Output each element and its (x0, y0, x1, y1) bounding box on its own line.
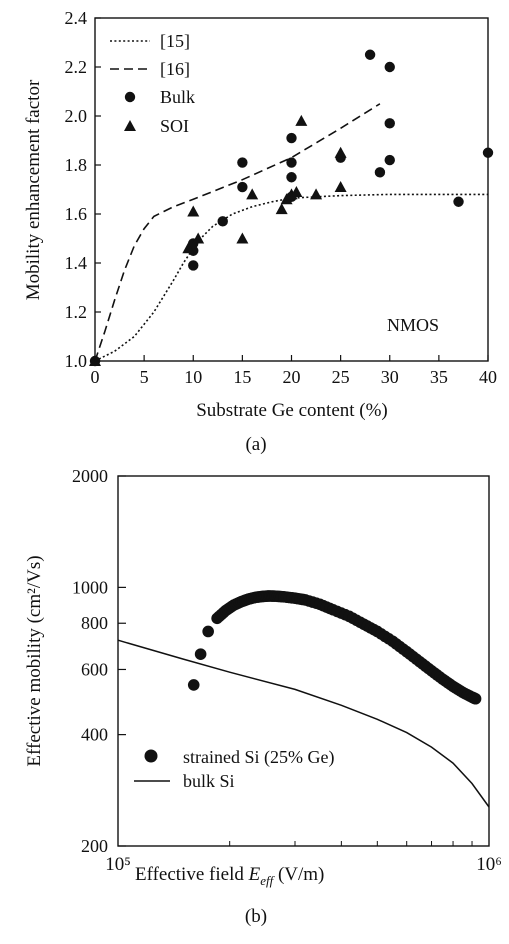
bulk-point (286, 157, 297, 168)
curve-ref15 (94, 193, 488, 362)
panel-b-plot-frame (117, 475, 490, 847)
panel-b-mobility-chart: 200 400 600 800 1000 2000 10⁵ 10⁶ strained Si (… (24, 466, 502, 927)
x-label-main: Effective field (135, 864, 249, 885)
strained-si-point (187, 679, 200, 691)
soi-point (295, 114, 308, 126)
y-tick-label: 1.6 (65, 204, 88, 224)
y-tick-label: 600 (81, 659, 108, 679)
soi-point (187, 205, 200, 217)
x-label-subscript: eff (260, 873, 275, 888)
soi-point (334, 146, 347, 158)
bulk-point (188, 260, 199, 271)
legend-label-ref15: [15] (160, 31, 190, 51)
soi-point (246, 188, 259, 200)
panel-b-caption: (b) (245, 906, 267, 927)
y-tick-label: 1.8 (65, 155, 88, 175)
legend-marker-soi (124, 120, 136, 131)
bulk-point (217, 216, 228, 227)
strained-si-point (202, 625, 214, 638)
bulk-point (453, 196, 464, 207)
strained-si-point (469, 692, 482, 705)
soi-point (290, 185, 303, 197)
bulk-point (286, 172, 297, 183)
x-tick-label: 20 (283, 367, 301, 387)
curve-ref16 (94, 103, 381, 362)
y-tick-label: 200 (81, 836, 108, 856)
y-tick-label: 1000 (72, 577, 108, 597)
panel-a-plot-frame (94, 17, 489, 362)
x-tick-label: 35 (430, 367, 448, 387)
strained-si-point (194, 648, 207, 660)
x-tick-label: 0 (91, 367, 100, 387)
soi-point (310, 188, 323, 200)
soi-point (334, 181, 347, 193)
x-tick-label: 10 (184, 367, 202, 387)
bulk-point (286, 132, 297, 144)
y-tick-label: 2.2 (65, 57, 88, 77)
bulk-point (237, 181, 248, 193)
bulk-point (374, 167, 386, 178)
y-tick-label: 2000 (72, 466, 108, 486)
x-tick-label: 15 (233, 367, 251, 387)
y-tick-label: 2.4 (65, 8, 88, 28)
y-tick-label: 400 (81, 725, 108, 745)
y-tick-label: 2.0 (65, 106, 88, 126)
legend-label-bulk-si: bulk Si (183, 771, 235, 791)
panel-a-enhancement-chart: 0 5 10 15 20 25 30 35 40 1.0 1.2 1.4 1.6 1.8 2.0 2.2 2.4… (23, 8, 497, 455)
legend-label-strained-si: strained Si (25% Ge) (183, 747, 334, 768)
panel-a-y-axis-label: Mobility enhancement factor (23, 79, 44, 300)
x-tick-label: 10⁶ (476, 854, 502, 875)
soi-point (236, 232, 249, 244)
y-tick-label: 800 (81, 613, 108, 633)
x-tick-label: 30 (381, 367, 399, 387)
soi-point (192, 232, 205, 244)
panel-b-y-axis-label: Effective mobility (cm²/Vs) (24, 555, 45, 766)
legend-label-bulk: Bulk (160, 87, 195, 107)
y-tick-label: 1.0 (65, 351, 88, 371)
x-label-variable: E (248, 864, 261, 885)
bulk-point (364, 49, 376, 60)
soi-point (275, 203, 288, 215)
legend-marker-bulk (124, 91, 136, 103)
bulk-point (384, 154, 395, 166)
bulk-point (384, 118, 395, 129)
panel-a-legend: [15] [16] Bulk SOI (110, 31, 195, 136)
legend-label-ref16: [16] (160, 59, 190, 79)
legend-label-soi: SOI (160, 116, 189, 136)
legend-marker-strained-si (144, 749, 158, 763)
curve-bulk-si (117, 639, 490, 808)
x-tick-label: 10⁵ (105, 854, 131, 875)
x-tick-label: 40 (479, 367, 497, 387)
x-tick-label: 25 (332, 367, 350, 387)
y-tick-label: 1.4 (65, 253, 88, 273)
panel-b-x-axis-label: Effective field Eeff (V/m) (135, 864, 324, 888)
x-label-unit: (V/m) (273, 864, 324, 885)
bulk-point (237, 157, 248, 168)
nmos-annotation: NMOS (387, 315, 439, 335)
soi-point (182, 242, 195, 254)
y-tick-label: 1.2 (65, 302, 88, 322)
x-tick-label: 5 (140, 367, 149, 387)
panel-a-caption: (a) (245, 434, 266, 455)
panel-b-legend: strained Si (25% Ge) bulk Si (134, 747, 334, 791)
panel-a-x-axis-label: Substrate Ge content (%) (196, 400, 388, 421)
bulk-point (384, 61, 395, 73)
